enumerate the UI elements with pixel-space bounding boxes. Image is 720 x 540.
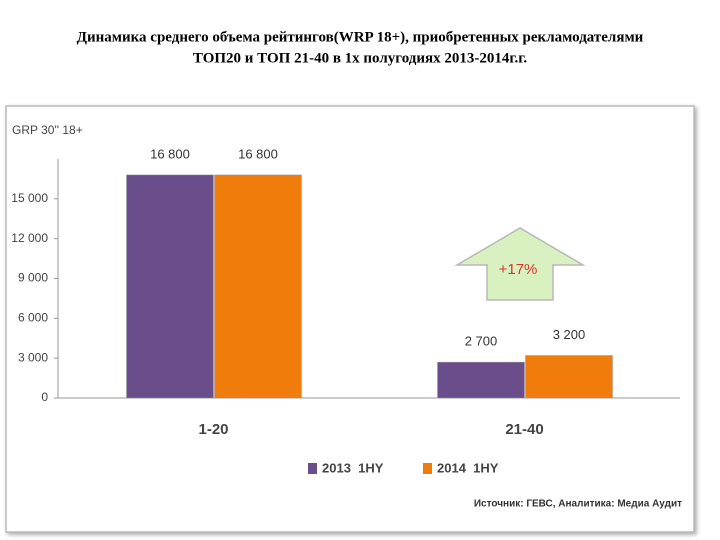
y-tick-label: 15 000: [11, 191, 48, 205]
y-tick-label: 3 000: [18, 350, 48, 364]
chart-frame: [5, 105, 695, 533]
value-label: 16 800: [150, 146, 190, 161]
bar: [126, 174, 214, 399]
value-label: 3 200: [553, 327, 586, 342]
chart-title: ТОП20 и ТОП 21-40 в 1х полугодиях 2013-2…: [193, 50, 527, 66]
y-axis-label: GRP 30'' 18+: [12, 123, 83, 137]
arrow: [454, 227, 586, 301]
y-tick-label: 6 000: [18, 311, 48, 325]
bar: [525, 355, 613, 399]
value-label: 2 700: [465, 334, 498, 349]
annotation: +17%: [499, 261, 538, 278]
source: Источник: ГЕВС, Аналитика: Медиа Аудит: [474, 499, 682, 510]
legend-label: 2013 1HY: [322, 460, 384, 475]
y-tick-label: 9 000: [18, 271, 48, 285]
y-tick-label: 0: [41, 390, 48, 404]
value-label: 16 800: [238, 146, 278, 161]
x-tick-label: 1-20: [198, 421, 228, 438]
bar: [214, 174, 302, 399]
bar: [437, 361, 525, 399]
legend-label: 2014 1HY: [437, 460, 499, 475]
y-tick-label: 12 000: [11, 231, 48, 245]
legend-swatch: [308, 463, 317, 474]
chart-title: Динамика среднего объема рейтингов(WRP 1…: [77, 29, 644, 45]
legend-swatch: [423, 463, 432, 474]
x-tick-label: 21-40: [505, 421, 543, 438]
